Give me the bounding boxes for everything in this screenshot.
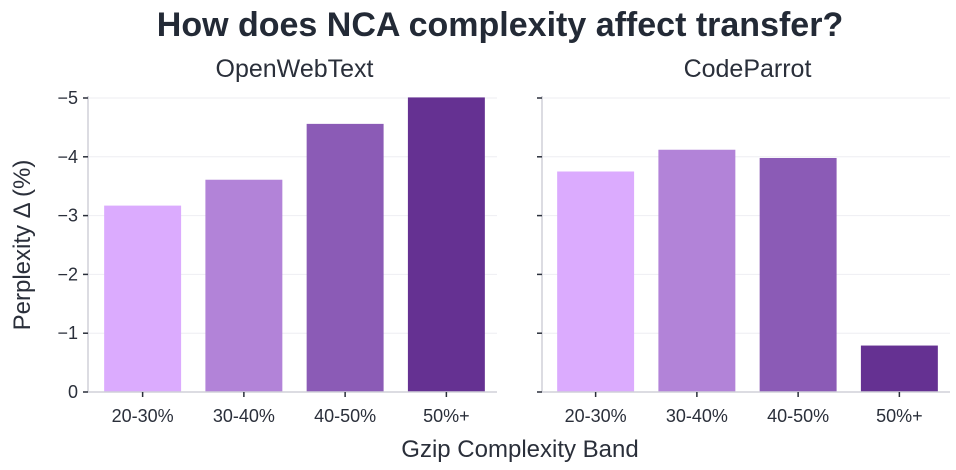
x-ticks: 20-30% 30-40% 40-50% 50%+ xyxy=(112,392,470,426)
bar xyxy=(104,205,182,392)
x-tick-label: 30-40% xyxy=(666,406,728,426)
bars xyxy=(104,97,485,393)
x-tick-label: 50%+ xyxy=(876,406,923,426)
x-tick-label: 30-40% xyxy=(213,406,275,426)
bar xyxy=(658,149,736,392)
bar xyxy=(759,157,837,392)
y-ticks: 0 −1 −2 −3 −4 −5 xyxy=(57,88,88,402)
y-axis-label: Perplexity Δ (%) xyxy=(9,160,36,331)
y-tick-label: 0 xyxy=(68,382,78,402)
bar xyxy=(860,345,938,392)
y-tick-label: −3 xyxy=(57,206,78,226)
x-tick-label: 40-50% xyxy=(767,406,829,426)
panel-codeparrot: 20-30% 30-40% 40-50% 50%+ CodeParrot xyxy=(537,55,950,426)
x-tick-label: 20-30% xyxy=(112,406,174,426)
bar xyxy=(306,123,384,392)
chart-title: How does NCA complexity affect transfer? xyxy=(157,6,843,44)
x-ticks: 20-30% 30-40% 40-50% 50%+ xyxy=(565,392,923,426)
x-tick-label: 50%+ xyxy=(423,406,470,426)
y-tick-label: −1 xyxy=(57,323,78,343)
x-axis-label: Gzip Complexity Band xyxy=(401,436,638,463)
panel-openwebtext: 0 −1 −2 −3 −4 −5 20-30% 30-40% 40-50% 50%+ OpenW… xyxy=(57,55,497,426)
y-ticks xyxy=(537,97,542,393)
bars xyxy=(557,149,938,392)
bar xyxy=(407,97,485,393)
y-tick-label: −4 xyxy=(57,147,78,167)
bar xyxy=(205,179,283,392)
x-tick-label: 40-50% xyxy=(314,406,376,426)
panel-title-openwebtext: OpenWebText xyxy=(216,55,374,83)
panel-title-codeparrot: CodeParrot xyxy=(684,55,812,83)
bar xyxy=(557,171,635,392)
y-tick-label: −2 xyxy=(57,264,78,284)
y-tick-label: −5 xyxy=(57,88,78,108)
x-tick-label: 20-30% xyxy=(565,406,627,426)
